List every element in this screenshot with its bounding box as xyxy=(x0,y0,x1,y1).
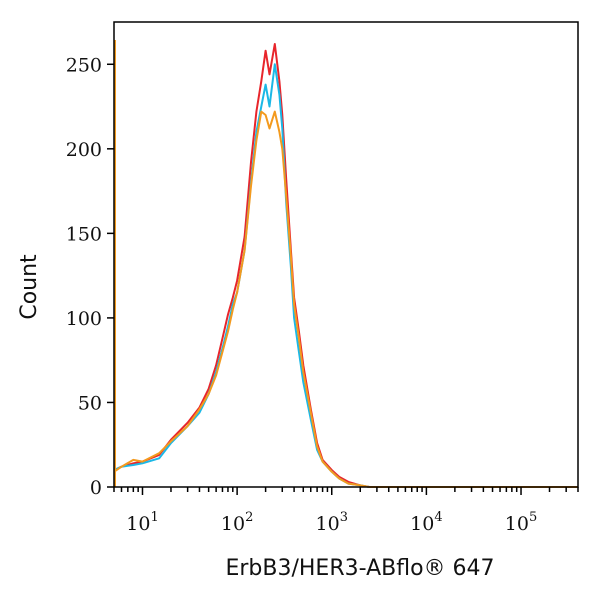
y-tick-label: 150 xyxy=(66,223,102,245)
series-line-1 xyxy=(113,43,578,488)
x-tick-label: 105 xyxy=(505,510,537,535)
y-axis-title: Count xyxy=(17,254,42,320)
x-tick-label: 103 xyxy=(316,510,348,535)
y-tick-label: 250 xyxy=(66,54,102,76)
axes-layer: 0 50 100 150 200 250 101 102 103 104 105 xyxy=(66,54,579,535)
y-tick-label: 50 xyxy=(78,392,102,414)
series-line-2 xyxy=(113,63,578,488)
y-tick-label: 100 xyxy=(66,308,102,330)
series-line-3 xyxy=(113,110,578,488)
plot-frame xyxy=(113,21,579,488)
x-tick-label: 104 xyxy=(410,510,442,535)
x-tick-label: 102 xyxy=(221,510,253,535)
x-axis-title: ErbB3/HER3-ABflo® 647 xyxy=(225,556,494,581)
series-layer xyxy=(113,40,578,488)
y-tick-label: 200 xyxy=(66,139,102,161)
x-tick-label: 101 xyxy=(126,510,158,535)
y-tick-label: 0 xyxy=(90,477,102,499)
